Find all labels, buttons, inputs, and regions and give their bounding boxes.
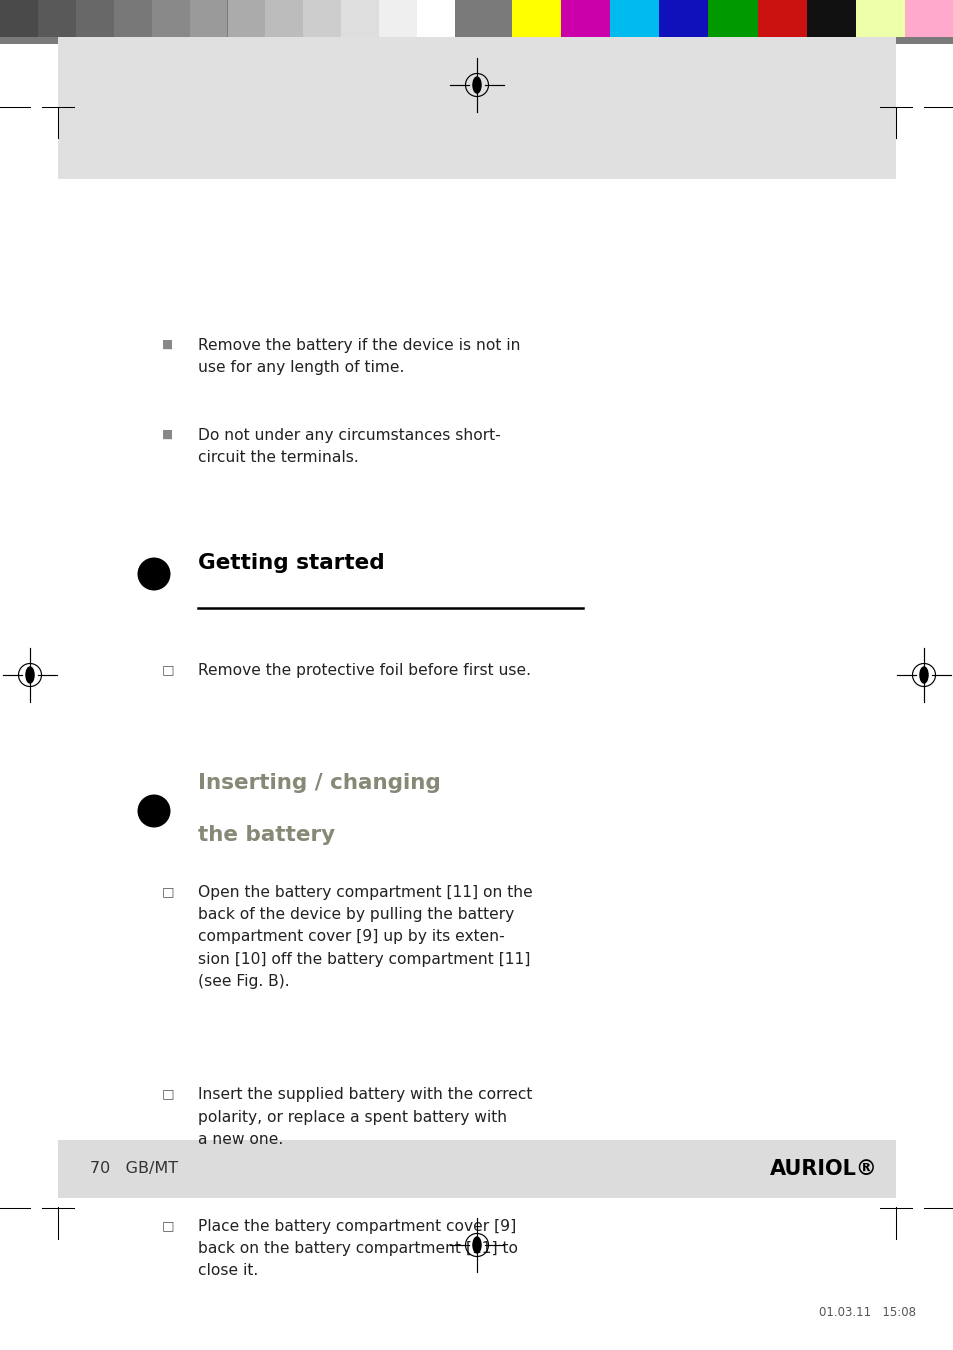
Text: 70   GB/MT: 70 GB/MT xyxy=(90,1161,178,1176)
Bar xyxy=(303,0,341,36)
Bar xyxy=(416,0,455,36)
Bar xyxy=(708,0,757,36)
Text: the battery: the battery xyxy=(198,825,335,845)
Ellipse shape xyxy=(919,667,928,683)
Text: AURIOL®: AURIOL® xyxy=(769,1160,877,1179)
Bar xyxy=(38,0,75,36)
Bar xyxy=(113,0,152,36)
Ellipse shape xyxy=(25,667,34,683)
Circle shape xyxy=(137,795,171,828)
Circle shape xyxy=(137,558,171,590)
Text: Insert the supplied battery with the correct
polarity, or replace a spent batter: Insert the supplied battery with the cor… xyxy=(198,1088,532,1148)
Bar xyxy=(904,0,953,36)
Bar xyxy=(757,0,806,36)
Bar xyxy=(512,0,560,36)
Text: □: □ xyxy=(162,886,174,898)
Text: □: □ xyxy=(162,1219,174,1233)
Text: Inserting / changing: Inserting / changing xyxy=(198,774,440,792)
Ellipse shape xyxy=(472,1237,481,1254)
Text: □: □ xyxy=(162,1088,174,1100)
Bar xyxy=(610,0,659,36)
Bar xyxy=(58,36,895,180)
Text: Remove the protective foil before first use.: Remove the protective foil before first … xyxy=(198,663,531,678)
Text: ■: ■ xyxy=(162,338,172,351)
Text: ■: ■ xyxy=(162,428,172,441)
Bar xyxy=(265,0,303,36)
Bar xyxy=(58,1139,895,1197)
Text: Do not under any circumstances short-
circuit the terminals.: Do not under any circumstances short- ci… xyxy=(198,428,500,466)
Bar xyxy=(560,0,610,36)
Bar xyxy=(190,0,227,36)
Text: Place the battery compartment cover [9]
back on the battery compartment [11] to
: Place the battery compartment cover [9] … xyxy=(198,1219,517,1278)
Text: Open the battery compartment [11] on the
back of the device by pulling the batte: Open the battery compartment [11] on the… xyxy=(198,886,532,988)
Ellipse shape xyxy=(472,76,481,93)
Bar xyxy=(75,0,113,36)
Bar xyxy=(341,0,378,36)
Bar xyxy=(227,0,265,36)
Bar xyxy=(0,0,953,45)
Bar xyxy=(855,0,904,36)
Text: Remove the battery if the device is not in
use for any length of time.: Remove the battery if the device is not … xyxy=(198,338,520,375)
Text: □: □ xyxy=(162,663,174,676)
Text: Getting started: Getting started xyxy=(198,554,384,572)
Bar xyxy=(806,0,855,36)
Bar xyxy=(378,0,416,36)
Bar xyxy=(152,0,190,36)
Text: 01.03.11   15:08: 01.03.11 15:08 xyxy=(818,1305,915,1319)
Bar xyxy=(0,0,38,36)
Bar xyxy=(659,0,708,36)
